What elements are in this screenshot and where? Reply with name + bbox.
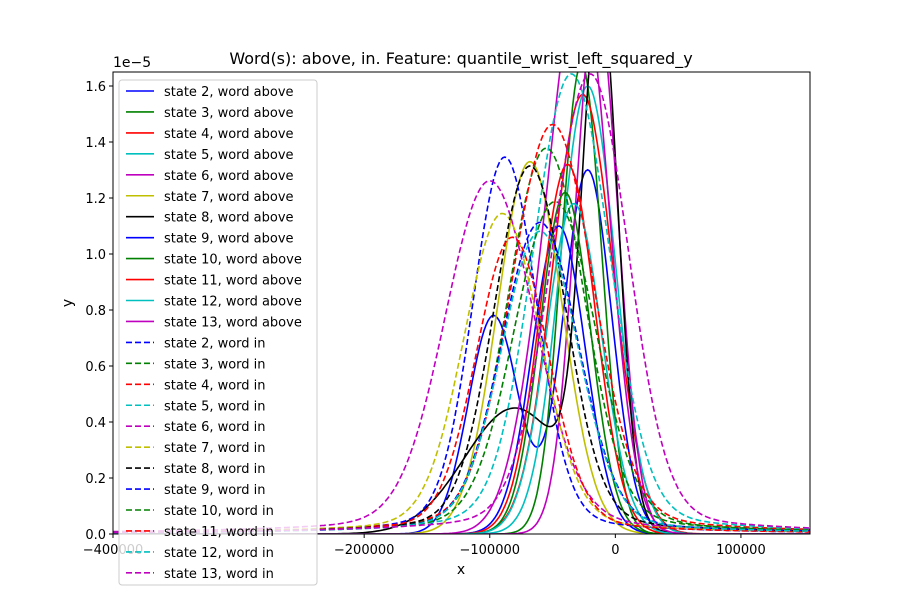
series-line-6 (113, 160, 810, 534)
legend-entry-label: state 2, word above (164, 85, 294, 100)
legend-entry-label: state 6, word in (164, 420, 266, 435)
series-line-24 (113, 73, 810, 534)
legend-entry-label: state 5, word above (164, 148, 294, 163)
series-line-23 (113, 230, 810, 534)
y-tick-label: 1.4 (85, 136, 106, 151)
chart-title: Word(s): above, in. Feature: quantile_wr… (229, 49, 692, 69)
legend-entry-label: state 8, word in (164, 462, 266, 477)
x-axis: −400000 −200000 −100000 0 100000 (83, 534, 766, 558)
y-tick-label: 1.0 (85, 248, 106, 263)
y-tick-label: 0.0 (85, 528, 106, 543)
y-axis: 0.0 0.2 0.4 0.6 0.8 1.0 1.2 1.4 1.6 (85, 80, 113, 543)
series-line-1 (113, 168, 810, 534)
legend-entry-label: state 4, word above (164, 127, 294, 142)
legend-entry-label: state 6, word above (164, 169, 294, 184)
legend-entry-label: state 2, word in (164, 336, 266, 351)
legend-entry-label: state 12, word in (164, 546, 274, 561)
legend-entry-label: state 7, word in (164, 441, 266, 456)
series-line-18 (113, 212, 810, 534)
y-tick-label: 0.2 (85, 472, 106, 487)
legend-entry-label: state 9, word above (164, 232, 294, 247)
legend-entry-label: state 11, word in (164, 525, 274, 540)
legend: state 2, word above state 3, word above st… (118, 79, 318, 586)
legend-entry-label: state 10, word above (164, 253, 302, 268)
y-multiplier-label: 1e−5 (113, 55, 151, 71)
y-tick-label: 0.4 (85, 416, 106, 431)
legend-entry-label: state 10, word in (164, 504, 274, 519)
x-tick-label: 100000 (716, 543, 766, 558)
plot-frame (112, 71, 811, 535)
legend-entry-label: state 5, word in (164, 399, 266, 414)
legend-entry-label: state 13, word in (164, 567, 274, 582)
legend-entry-label: state 8, word above (164, 211, 294, 226)
legend-entry-label: state 13, word above (164, 315, 302, 330)
y-tick-label: 0.8 (85, 304, 106, 319)
legend-entry-label: state 11, word above (164, 274, 302, 289)
legend-entry-label: state 7, word above (164, 190, 294, 205)
x-tick-label: 0 (611, 543, 619, 558)
y-axis-label: y (60, 299, 76, 307)
series-line-21 (113, 200, 810, 534)
y-tick-label: 0.6 (85, 360, 106, 375)
x-tick-label: −200000 (334, 543, 395, 558)
y-tick-label: 1.6 (85, 80, 106, 95)
legend-entry-label: state 9, word in (164, 483, 266, 498)
x-tick-label: −100000 (459, 543, 520, 558)
series-line-19 (113, 165, 810, 534)
series-line-17 (113, 179, 810, 533)
y-tick-label: 1.2 (85, 192, 106, 207)
legend-entry-label: state 3, word in (164, 357, 266, 372)
legend-entry-label: state 4, word in (164, 378, 266, 393)
legend-entry-label: state 3, word above (164, 106, 294, 121)
legend-entry-label: state 12, word above (164, 295, 302, 310)
legend-box (118, 79, 318, 586)
x-axis-label: x (457, 562, 465, 578)
